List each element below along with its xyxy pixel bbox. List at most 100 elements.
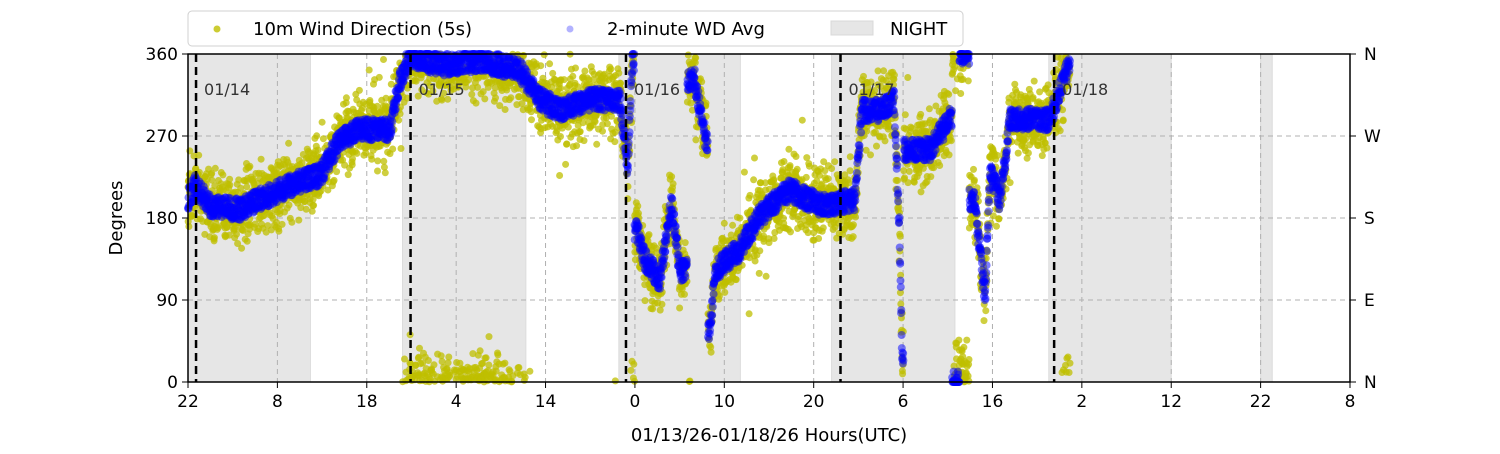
point-5s — [343, 94, 350, 101]
point-5s — [957, 90, 964, 97]
point-5s — [494, 351, 501, 358]
point-5s — [238, 245, 245, 252]
point-5s — [439, 358, 446, 365]
point-5s — [477, 347, 484, 354]
point-5s — [815, 235, 822, 242]
point-5s — [756, 270, 763, 277]
point-2min-avg — [388, 125, 396, 133]
point-5s — [349, 155, 356, 162]
point-5s — [185, 223, 192, 230]
point-5s — [537, 62, 544, 69]
point-5s — [528, 116, 535, 123]
point-5s — [899, 370, 906, 377]
point-5s — [557, 133, 564, 140]
point-5s — [993, 223, 1000, 230]
point-5s — [771, 235, 778, 242]
point-5s — [562, 161, 569, 168]
point-5s — [747, 192, 754, 199]
point-5s — [882, 137, 889, 144]
point-5s — [333, 168, 340, 175]
point-5s — [692, 54, 699, 61]
point-5s — [860, 73, 867, 80]
point-5s — [468, 91, 475, 98]
point-5s — [1065, 354, 1072, 361]
point-5s — [474, 84, 481, 91]
point-5s — [1045, 81, 1052, 88]
point-5s — [682, 239, 689, 246]
point-5s — [1025, 150, 1032, 157]
point-5s — [918, 188, 925, 195]
point-5s — [1015, 150, 1022, 157]
point-5s — [820, 224, 827, 231]
point-5s — [445, 354, 452, 361]
point-5s — [787, 162, 794, 169]
point-5s — [295, 217, 302, 224]
point-5s — [1039, 152, 1046, 159]
point-5s — [692, 136, 699, 143]
point-5s — [955, 337, 962, 344]
point-5s — [1044, 145, 1051, 152]
point-5s — [581, 137, 588, 144]
point-5s — [936, 162, 943, 169]
point-5s — [894, 177, 901, 184]
point-5s — [212, 165, 219, 172]
point-5s — [867, 151, 874, 158]
point-5s — [763, 273, 770, 280]
point-5s — [770, 176, 777, 183]
point-5s — [473, 100, 480, 107]
point-5s — [374, 168, 381, 175]
point-2min-avg — [394, 94, 402, 102]
point-2min-avg — [388, 117, 396, 125]
point-5s — [607, 66, 614, 73]
point-5s — [243, 183, 250, 190]
point-5s — [945, 91, 952, 98]
point-5s — [751, 155, 758, 162]
point-5s — [615, 70, 622, 77]
point-5s — [793, 153, 800, 160]
point-5s — [565, 124, 572, 131]
point-5s — [1066, 369, 1073, 376]
point-5s — [646, 231, 653, 238]
point-5s — [1057, 127, 1064, 134]
point-5s — [965, 378, 972, 385]
point-5s — [507, 94, 514, 101]
point-5s — [258, 156, 265, 163]
point-5s — [549, 70, 556, 77]
point-5s — [611, 138, 618, 145]
point-5s — [398, 145, 405, 152]
point-5s — [380, 56, 387, 63]
point-5s — [374, 157, 381, 164]
point-5s — [750, 176, 757, 183]
point-5s — [356, 87, 363, 94]
point-5s — [501, 360, 508, 367]
point-5s — [288, 219, 295, 226]
point-5s — [873, 143, 880, 150]
point-5s — [331, 177, 338, 184]
point-5s — [483, 354, 490, 361]
point-5s — [569, 73, 576, 80]
point-5s — [852, 214, 859, 221]
point-5s — [599, 128, 606, 135]
point-5s — [721, 220, 728, 227]
point-5s — [515, 364, 522, 371]
point-5s — [634, 203, 641, 210]
point-5s — [741, 169, 748, 176]
point-5s — [465, 76, 472, 83]
point-5s — [303, 206, 310, 213]
point-5s — [627, 367, 634, 374]
point-5s — [831, 158, 838, 165]
point-5s — [721, 289, 728, 296]
point-5s — [581, 68, 588, 75]
point-5s — [642, 297, 649, 304]
point-5s — [729, 222, 736, 229]
point-5s — [995, 216, 1002, 223]
point-5s — [781, 158, 788, 165]
point-5s — [681, 291, 688, 298]
point-5s — [803, 174, 810, 181]
point-5s — [485, 362, 492, 369]
point-5s — [310, 202, 317, 209]
point-5s — [799, 117, 806, 124]
point-5s — [349, 161, 356, 168]
point-5s — [617, 80, 624, 87]
